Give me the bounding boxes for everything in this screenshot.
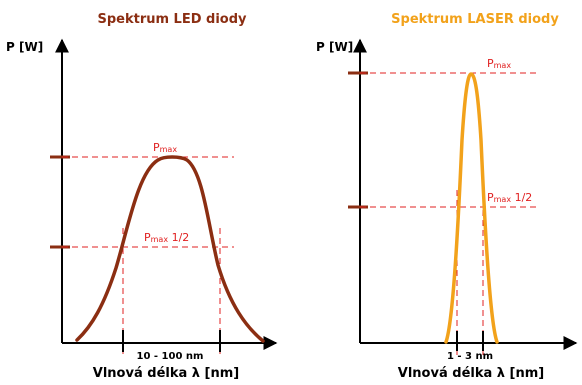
led-panel: Spektrum LED diody P [W] Pmax Pmax 1/2 1… (6, 12, 278, 381)
laser-panel: Spektrum LASER diody P [W] Pmax Pmax 1/2… (316, 12, 578, 381)
laser-y-axis-label: P [W] (316, 40, 353, 54)
laser-title: Spektrum LASER diody (391, 12, 559, 27)
laser-width-label: 1 - 3 nm (447, 351, 493, 362)
led-title: Spektrum LED diody (97, 12, 247, 27)
led-spectrum-curve (75, 155, 265, 343)
laser-spectrum-curve (444, 72, 499, 344)
laser-x-axis-label: Vlnová délka λ [nm] (398, 366, 544, 381)
laser-pmax-label: Pmax (487, 57, 511, 70)
led-pmax-label: Pmax (153, 141, 177, 154)
led-half-label: Pmax 1/2 (144, 231, 189, 244)
led-width-label: 10 - 100 nm (137, 351, 204, 362)
led-x-axis-label: Vlnová délka λ [nm] (93, 366, 239, 381)
laser-half-label: Pmax 1/2 (487, 191, 532, 204)
led-y-axis-label: P [W] (6, 40, 43, 54)
